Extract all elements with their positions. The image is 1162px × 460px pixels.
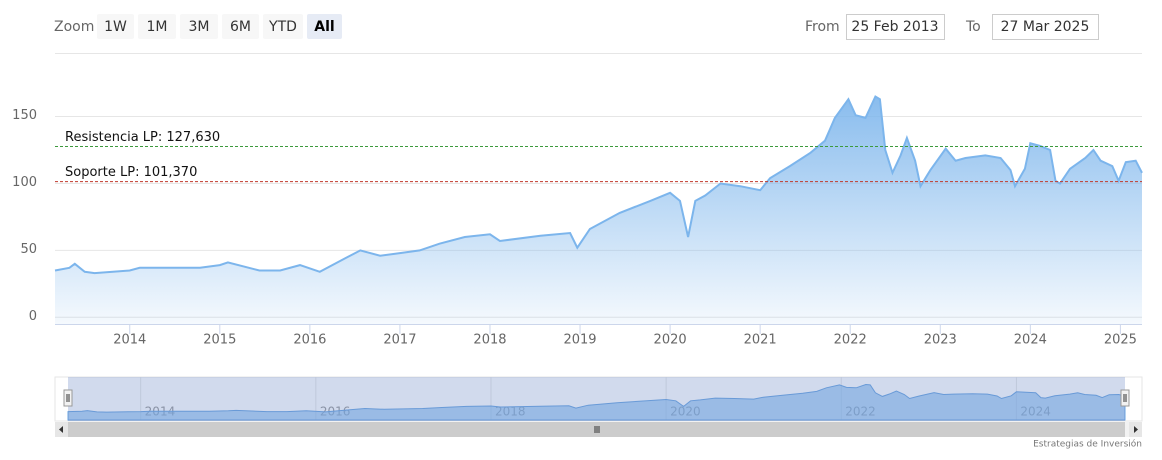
from-value[interactable]: 25 Feb 2013 xyxy=(851,19,938,35)
x-tick-label: 2017 xyxy=(383,333,416,348)
zoom-button[interactable] xyxy=(138,14,176,39)
x-tick-label: 2020 xyxy=(654,333,687,348)
zoom-button-label[interactable]: All xyxy=(314,19,334,35)
zoom-button[interactable] xyxy=(222,14,259,39)
y-tick-label: 50 xyxy=(20,242,37,257)
from-input[interactable] xyxy=(846,14,945,40)
navigator-handle[interactable] xyxy=(63,389,73,407)
navigator-mask[interactable] xyxy=(68,377,1125,421)
x-tick-label: 2022 xyxy=(834,333,867,348)
to-value[interactable]: 27 Mar 2025 xyxy=(1001,19,1090,35)
area-fill xyxy=(55,96,1142,324)
to-input[interactable] xyxy=(992,14,1099,40)
x-tick-label: 2025 xyxy=(1104,333,1137,348)
y-tick-label: 0 xyxy=(29,309,37,324)
x-tick-label: 2021 xyxy=(744,333,777,348)
zoom-button-label[interactable]: 1M xyxy=(147,19,168,35)
from-label: From xyxy=(805,19,840,35)
y-tick-label: 100 xyxy=(12,175,37,190)
scrollbar-arrow xyxy=(1134,426,1138,433)
x-tick-label: 2023 xyxy=(924,333,957,348)
credits: Estrategias de Inversión xyxy=(1033,439,1142,450)
plot-line-label: Soporte LP: 101,370 xyxy=(65,165,197,180)
series-line xyxy=(54,95,1143,275)
x-tick-label: 2024 xyxy=(1014,333,1047,348)
navigator-handle[interactable] xyxy=(1120,389,1130,407)
x-tick-label: 2016 xyxy=(293,333,326,348)
zoom-button-label[interactable]: 3M xyxy=(189,19,210,35)
x-tick-label: 2018 xyxy=(473,333,506,348)
navigator-area xyxy=(67,383,1126,421)
zoom-button[interactable] xyxy=(307,14,342,39)
navigator: 201420162018202020222024 xyxy=(54,376,1143,437)
zoom-button[interactable] xyxy=(97,14,134,39)
zoom-button[interactable] xyxy=(180,14,218,39)
plot-line-label: Resistencia LP: 127,630 xyxy=(65,130,220,145)
zoom-button-label[interactable]: YTD xyxy=(268,19,297,35)
plot-area: 0 50 100 150 Resistencia LP: 127,630 Soporte … xyxy=(12,95,1143,348)
zoom-label: Zoom xyxy=(54,19,94,35)
scrollbar-arrow xyxy=(59,426,63,433)
x-tick-label: 2015 xyxy=(203,333,236,348)
x-tick-label: 2014 xyxy=(113,333,146,348)
y-tick-label: 150 xyxy=(12,108,37,123)
x-tick-label: 2019 xyxy=(563,333,596,348)
range-selector: Zoom 1W 1M 3M 6M YTD All From 25 Feb 2013 To 27 Ma… xyxy=(54,14,1099,40)
zoom-button[interactable] xyxy=(263,14,303,39)
zoom-button-label[interactable]: 1W xyxy=(104,19,127,35)
to-label: To xyxy=(965,19,981,35)
zoom-button-label[interactable]: 6M xyxy=(230,19,251,35)
